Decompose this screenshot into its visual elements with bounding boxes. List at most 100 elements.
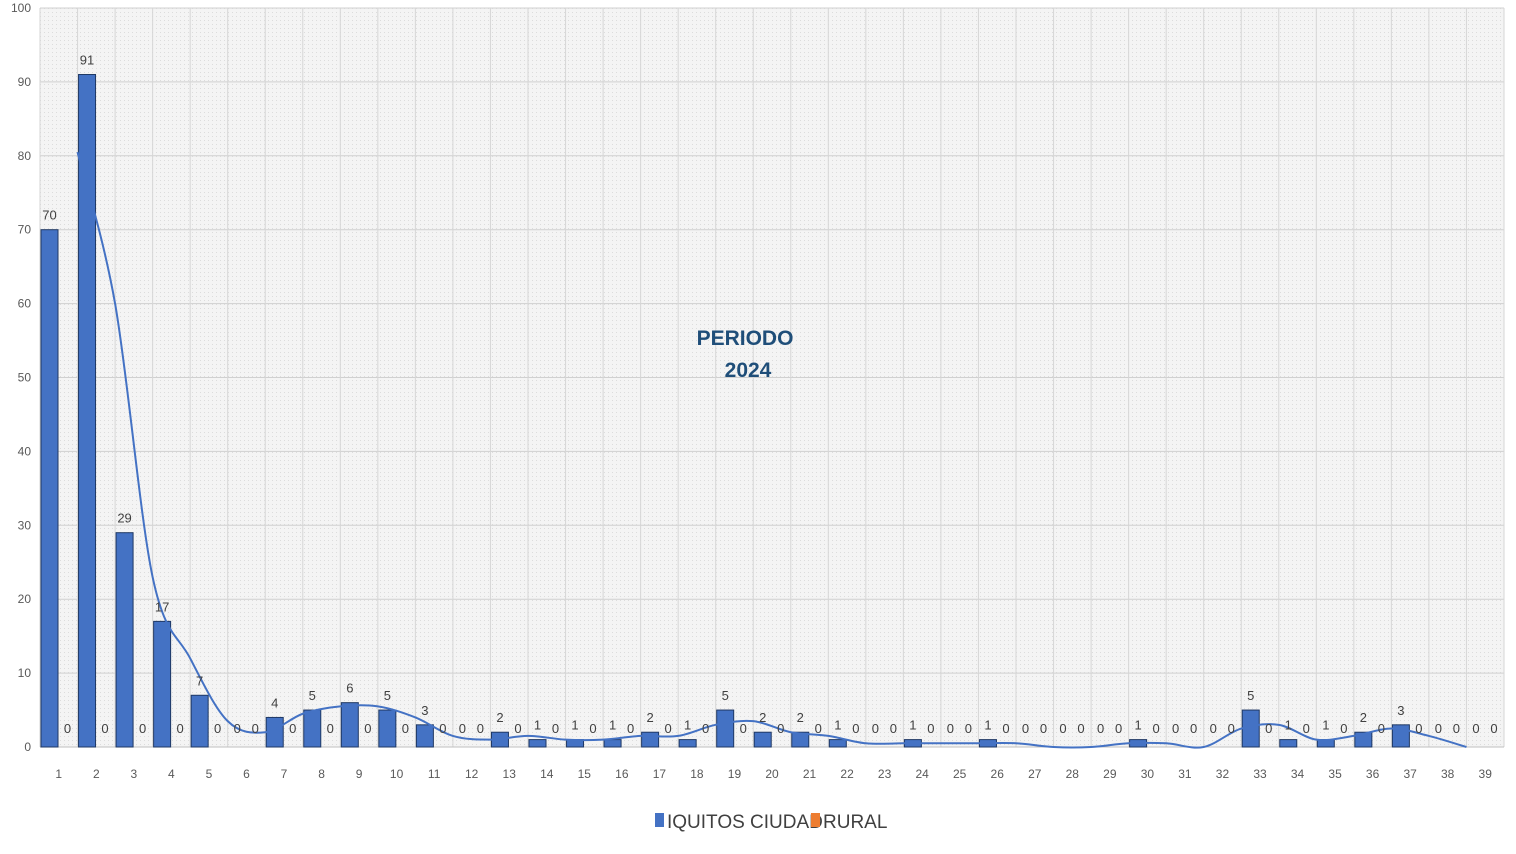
x-tick-label-11: 11 [428,767,441,781]
x-tick-label-6: 6 [243,767,250,781]
data-label-iquitos-33: 5 [1247,688,1254,703]
data-label-iquitos-3: 29 [117,511,131,526]
data-label-rural-24: 0 [927,721,934,736]
data-label-iquitos-4: 17 [155,599,169,614]
data-label-iquitos-21: 2 [797,710,804,725]
data-label-iquitos-1: 70 [42,208,56,223]
x-tick-label-28: 28 [1066,767,1080,781]
bar-iquitos-4 [153,620,172,748]
data-label-rural-22: 0 [852,721,859,736]
data-label-rural-34: 0 [1303,721,1310,736]
y-tick-label-8: 80 [18,149,32,163]
bar-iquitos-10 [378,709,397,748]
x-tick-label-15: 15 [578,767,592,781]
data-label-iquitos-5: 7 [196,673,203,688]
data-label-iquitos-27: 0 [1022,721,1029,736]
bar-iquitos-21 [791,731,810,748]
annotation-line-1: PERIODO [697,327,794,350]
data-label-iquitos-16: 1 [609,718,616,733]
annotation-line-2: 2024 [725,359,772,382]
trendline-path [76,151,1467,749]
data-label-rural-29: 0 [1115,721,1122,736]
trendline [76,151,1467,749]
data-label-rural-17: 0 [664,721,671,736]
x-tick-label-20: 20 [765,767,779,781]
x-tick-label-32: 32 [1216,767,1230,781]
data-label-iquitos-23: 0 [872,721,879,736]
data-label-iquitos-17: 2 [646,710,653,725]
data-label-rural-13: 0 [514,721,521,736]
x-tick-label-37: 37 [1403,767,1417,781]
data-label-rural-5: 0 [214,721,221,736]
bar-iquitos-1 [40,229,59,748]
data-label-iquitos-14: 1 [534,718,541,733]
data-label-iquitos-20: 2 [759,710,766,725]
bar-iquitos-5 [190,694,209,748]
data-label-rural-4: 0 [176,721,183,736]
data-label-rural-15: 0 [589,721,596,736]
data-label-iquitos-26: 1 [984,718,991,733]
x-axis: 1 2 3 4 5 6 7 8 9 10 11 12 13 14 15 16 17 18 19 20 21 22 23 24 2… [40,746,1504,781]
y-tick-label-10: 100 [11,1,31,15]
x-tick-label-4: 4 [168,767,175,781]
bar-iquitos-34 [1279,739,1298,748]
legend-swatch-iquitos [655,813,664,827]
data-label-iquitos-38: 0 [1435,721,1442,736]
data-label-rural-33: 0 [1265,721,1272,736]
data-label-iquitos-30: 1 [1134,718,1141,733]
y-tick-label-4: 40 [18,444,32,458]
x-tick-label-35: 35 [1328,767,1342,781]
data-label-iquitos-13: 2 [496,710,503,725]
data-label-rural-18: 0 [702,721,709,736]
data-label-iquitos-39: 0 [1472,721,1479,736]
data-label-iquitos-35: 1 [1322,718,1329,733]
data-label-iquitos-24: 1 [909,718,916,733]
x-tick-label-38: 38 [1441,767,1455,781]
data-label-iquitos-12: 0 [459,721,466,736]
bar-iquitos-11 [415,724,434,748]
x-tick-label-16: 16 [615,767,629,781]
data-label-iquitos-36: 2 [1360,710,1367,725]
data-label-rural-6: 0 [252,721,259,736]
data-label-rural-10: 0 [402,721,409,736]
y-axis: 0 10 20 30 40 50 60 70 80 90 100 [11,1,31,754]
data-label-iquitos-18: 1 [684,718,691,733]
x-tick-label-5: 5 [206,767,213,781]
x-tick-label-14: 14 [540,767,554,781]
data-label-iquitos-31: 0 [1172,721,1179,736]
y-tick-label-1: 10 [18,666,32,680]
data-label-rural-2: 0 [101,721,108,736]
x-tick-label-3: 3 [131,767,138,781]
data-label-iquitos-29: 0 [1097,721,1104,736]
bar-iquitos-19 [716,709,735,748]
data-label-iquitos-32: 0 [1210,721,1217,736]
legend-label-iquitos: IQUITOS CIUDAD [667,812,823,833]
data-label-rural-9: 0 [364,721,371,736]
x-tick-label-23: 23 [878,767,892,781]
bar-iquitos-9 [340,702,359,748]
data-label-rural-21: 0 [815,721,822,736]
data-label-rural-12: 0 [477,721,484,736]
x-tick-label-30: 30 [1141,767,1155,781]
data-label-rural-37: 0 [1415,721,1422,736]
x-tick-label-18: 18 [690,767,704,781]
data-label-rural-16: 0 [627,721,634,736]
data-label-rural-3: 0 [139,721,146,736]
data-label-rural-28: 0 [1077,721,1084,736]
y-tick-label-7: 70 [18,223,32,237]
x-tick-label-7: 7 [281,767,288,781]
data-label-rural-23: 0 [890,721,897,736]
x-tick-label-24: 24 [915,767,929,781]
data-label-rural-20: 0 [777,721,784,736]
data-label-iquitos-6: 0 [234,721,241,736]
bar-iquitos-3 [115,532,134,748]
data-label-iquitos-8: 5 [309,688,316,703]
x-tick-label-1: 1 [55,767,62,781]
data-label-iquitos-11: 3 [421,703,428,718]
data-label-rural-25: 0 [965,721,972,736]
data-label-iquitos-37: 3 [1397,703,1404,718]
x-tick-label-29: 29 [1103,767,1117,781]
x-tick-label-22: 22 [840,767,854,781]
data-label-rural-36: 0 [1378,721,1385,736]
